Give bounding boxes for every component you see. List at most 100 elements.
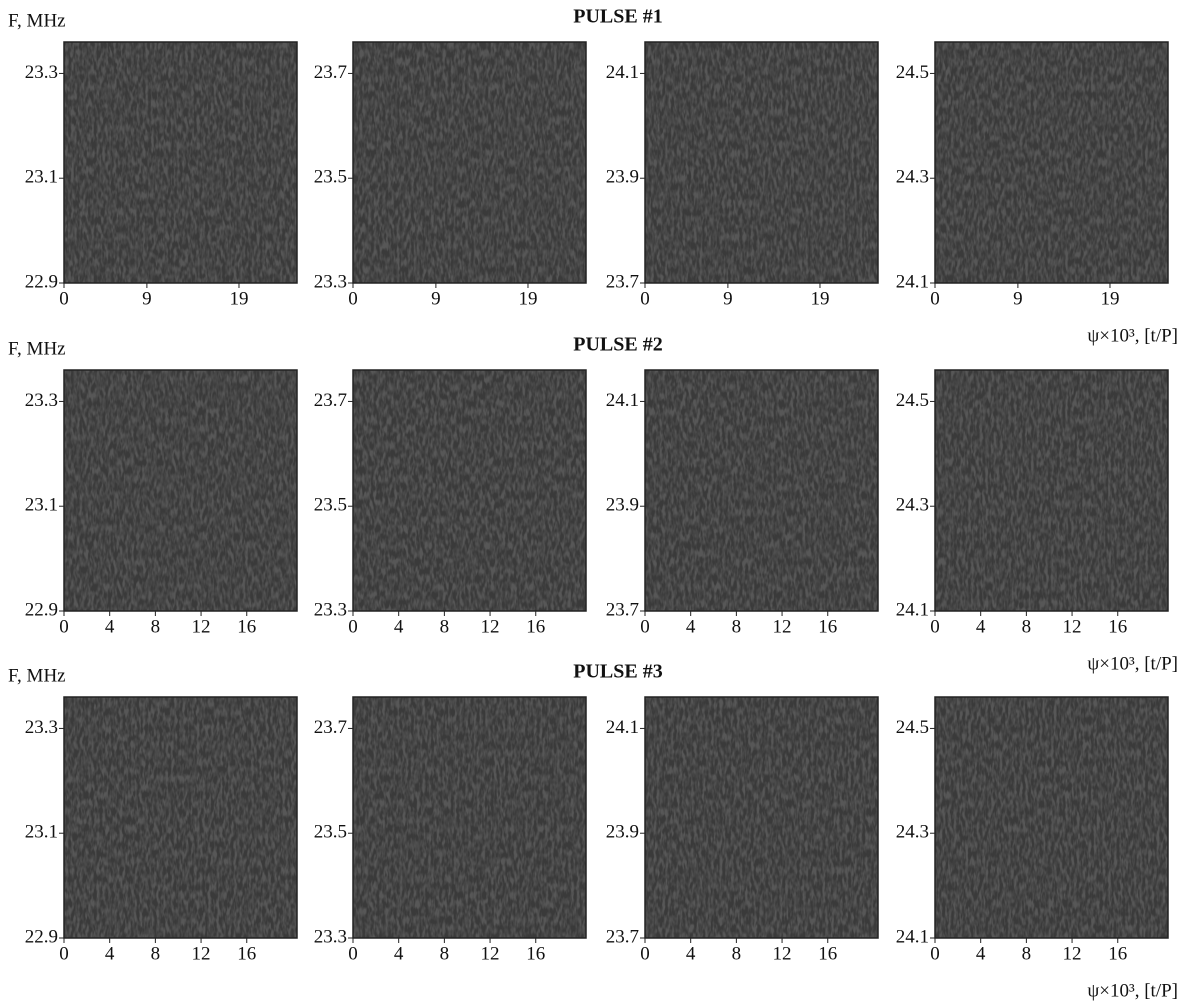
x-tick-label: 0 (640, 288, 650, 309)
spectrum-noise (353, 42, 586, 283)
panel-frame (644, 41, 879, 284)
spectrum-noise (64, 370, 297, 611)
y-tick-label: 23.7 (606, 271, 639, 292)
x-tick-label: 8 (732, 943, 742, 964)
x-tick-label: 0 (348, 288, 358, 309)
x-axis-label: ψ×10³, [t/P] (1087, 980, 1178, 1001)
pulse-title: PULSE #3 (573, 661, 662, 683)
panel-frame (63, 369, 298, 612)
y-tick-label: 24.1 (896, 926, 929, 947)
y-tick-label: 23.3 (314, 271, 347, 292)
y-tick-label: 24.5 (896, 62, 929, 83)
spectrum-noise (935, 370, 1168, 611)
y-tick-label: 24.3 (896, 822, 929, 843)
y-tick-label: 24.1 (896, 271, 929, 292)
x-tick-label: 19 (229, 288, 248, 309)
y-tick-label: 23.9 (606, 822, 639, 843)
x-tick-label: 9 (142, 288, 152, 309)
x-tick-label: 16 (237, 943, 256, 964)
spectrum-noise (935, 697, 1168, 938)
x-tick-label: 4 (686, 943, 696, 964)
y-axis-label: F, MHz (8, 10, 66, 31)
panel-frame (352, 369, 587, 612)
x-tick-label: 0 (59, 288, 69, 309)
panel-frame (63, 696, 298, 939)
y-tick-label: 23.5 (314, 495, 347, 516)
x-tick-label: 12 (192, 943, 211, 964)
spectrum-noise (645, 697, 878, 938)
x-tick-label: 0 (59, 943, 69, 964)
panel-frame (63, 41, 298, 284)
x-axis-label: ψ×10³, [t/P] (1087, 325, 1178, 346)
x-tick-label: 16 (818, 943, 837, 964)
x-tick-label: 0 (348, 616, 358, 637)
spectrum-noise (645, 42, 878, 283)
x-tick-label: 4 (976, 943, 986, 964)
y-tick-label: 23.3 (25, 390, 58, 411)
y-tick-label: 24.1 (606, 717, 639, 738)
y-tick-label: 24.1 (606, 62, 639, 83)
x-tick-label: 16 (1108, 943, 1127, 964)
y-tick-label: 23.7 (606, 599, 639, 620)
x-tick-label: 4 (105, 943, 115, 964)
x-tick-label: 4 (105, 616, 115, 637)
y-tick-label: 23.9 (606, 167, 639, 188)
x-tick-label: 9 (431, 288, 441, 309)
x-tick-label: 0 (59, 616, 69, 637)
pulse-title: PULSE #2 (573, 334, 662, 356)
panel-frame (934, 41, 1169, 284)
x-tick-label: 0 (348, 943, 358, 964)
y-tick-label: 23.7 (606, 926, 639, 947)
x-tick-label: 0 (930, 288, 940, 309)
x-tick-label: 12 (481, 943, 500, 964)
x-tick-label: 4 (686, 616, 696, 637)
x-tick-label: 12 (1063, 943, 1082, 964)
x-tick-label: 4 (976, 616, 986, 637)
x-tick-label: 8 (151, 943, 161, 964)
y-tick-label: 24.3 (896, 167, 929, 188)
x-tick-label: 12 (773, 943, 792, 964)
y-tick-label: 24.1 (896, 599, 929, 620)
spectrum-noise (645, 370, 878, 611)
x-tick-label: 8 (440, 943, 450, 964)
y-tick-label: 23.7 (314, 62, 347, 83)
y-tick-label: 22.9 (25, 271, 58, 292)
y-tick-label: 24.5 (896, 390, 929, 411)
y-tick-label: 23.7 (314, 390, 347, 411)
x-tick-label: 16 (237, 616, 256, 637)
y-tick-label: 23.5 (314, 822, 347, 843)
x-axis-label: ψ×10³, [t/P] (1087, 653, 1178, 674)
x-tick-label: 12 (192, 616, 211, 637)
x-tick-label: 0 (930, 943, 940, 964)
y-axis-label: F, MHz (8, 665, 66, 686)
x-tick-label: 0 (640, 616, 650, 637)
x-tick-label: 16 (526, 616, 545, 637)
y-tick-label: 22.9 (25, 926, 58, 947)
x-tick-label: 19 (1100, 288, 1119, 309)
x-tick-label: 12 (481, 616, 500, 637)
y-tick-label: 23.9 (606, 495, 639, 516)
y-tick-label: 23.3 (25, 62, 58, 83)
x-tick-label: 19 (810, 288, 829, 309)
x-tick-label: 16 (1108, 616, 1127, 637)
spectrum-noise (935, 42, 1168, 283)
y-tick-label: 24.1 (606, 390, 639, 411)
pulse-title: PULSE #1 (573, 6, 662, 28)
x-tick-label: 12 (773, 616, 792, 637)
x-tick-label: 19 (518, 288, 537, 309)
spectrum-noise (353, 370, 586, 611)
x-tick-label: 0 (930, 616, 940, 637)
x-tick-label: 16 (818, 616, 837, 637)
y-tick-label: 24.5 (896, 717, 929, 738)
y-tick-label: 24.3 (896, 495, 929, 516)
x-tick-label: 8 (440, 616, 450, 637)
panel-frame (352, 41, 587, 284)
spectrum-noise (64, 42, 297, 283)
y-axis-label: F, MHz (8, 338, 66, 359)
x-tick-label: 8 (1022, 943, 1032, 964)
y-tick-label: 23.3 (314, 599, 347, 620)
y-tick-label: 23.3 (314, 926, 347, 947)
panel-frame (934, 369, 1169, 612)
panel-frame (644, 696, 879, 939)
